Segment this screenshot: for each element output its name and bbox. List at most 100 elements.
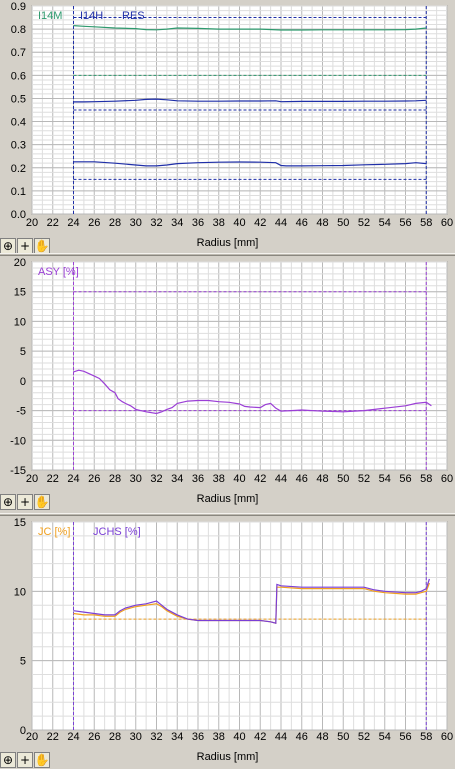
y-tick-label: 10: [14, 316, 26, 328]
hand-icon[interactable]: ✋: [34, 494, 50, 510]
series-line: [73, 25, 427, 31]
hand-icon[interactable]: ✋: [34, 752, 50, 768]
x-tick-label: 58: [420, 217, 432, 229]
y-tick-label: 0.7: [11, 47, 26, 59]
y-tick-label: 0: [20, 725, 26, 737]
x-tick-label: 26: [88, 473, 100, 485]
y-tick-label: -10: [10, 435, 26, 447]
x-tick-label: 44: [275, 217, 287, 229]
x-tick-label: 26: [88, 217, 100, 229]
panel-separator-2[interactable]: [0, 513, 455, 516]
chart-3-xlabel: Radius [mm]: [196, 751, 259, 763]
x-tick-label: 30: [130, 217, 142, 229]
y-tick-label: 0.5: [11, 93, 26, 105]
y-tick-label: 0.8: [11, 24, 26, 36]
x-tick-label: 30: [130, 473, 142, 485]
series-line: [73, 369, 432, 415]
x-tick-label: 42: [254, 731, 266, 743]
x-tick-label: 50: [337, 473, 349, 485]
x-tick-label: 28: [109, 731, 121, 743]
x-tick-label: 54: [379, 473, 391, 485]
x-tick-label: 52: [358, 473, 370, 485]
x-tick-label: 60: [441, 217, 453, 229]
chart-3-svg[interactable]: 0 5 10 15 20 22 24 26 28 30 32 34 36 38 40 42 44 46 48 50 52…: [0, 516, 455, 750]
x-tick-label: 52: [358, 731, 370, 743]
hand-icon[interactable]: ✋: [34, 238, 50, 254]
x-tick-label: 32: [150, 217, 162, 229]
y-tick-label: -15: [10, 465, 26, 477]
x-tick-label: 36: [192, 217, 204, 229]
x-tick-label: 56: [399, 473, 411, 485]
y-tick-label: 0.3: [11, 140, 26, 152]
y-tick-label: 0.0: [11, 209, 26, 221]
x-tick-label: 38: [213, 217, 225, 229]
x-tick-label: 22: [47, 217, 59, 229]
x-tick-label: 22: [47, 473, 59, 485]
x-tick-label: 46: [296, 473, 308, 485]
chart-1-xlabel: Radius [mm]: [196, 237, 259, 249]
y-tick-label: 15: [14, 287, 26, 299]
x-tick-label: 50: [337, 731, 349, 743]
chart-panel-3: 0 5 10 15 20 22 24 26 28 30 32 34 36 38 40 42 44 46 48 50 52…: [0, 516, 455, 769]
legend-label: JC [%]: [38, 526, 70, 538]
x-tick-label: 60: [441, 731, 453, 743]
x-tick-label: 24: [67, 473, 79, 485]
series-line: [73, 161, 427, 167]
x-tick-label: 36: [192, 473, 204, 485]
zoom-icon[interactable]: ⊕: [0, 752, 16, 768]
x-tick-label: 40: [233, 217, 245, 229]
x-tick-label: 28: [109, 473, 121, 485]
y-tick-label: 15: [14, 517, 26, 529]
x-tick-label: 44: [275, 473, 287, 485]
x-tick-label: 28: [109, 217, 121, 229]
panel-separator-1[interactable]: [0, 253, 455, 256]
chart-panel-2: -15 -10 -5 0 5 10 15 20 20 22 24 26 28 30 32 34 36 38 40 42…: [0, 256, 455, 514]
y-tick-label: 0.6: [11, 70, 26, 82]
y-tick-label: 0.9: [11, 1, 26, 13]
x-tick-label: 22: [47, 731, 59, 743]
x-tick-label: 46: [296, 731, 308, 743]
x-tick-label: 46: [296, 217, 308, 229]
x-tick-label: 60: [441, 473, 453, 485]
x-tick-label: 32: [150, 731, 162, 743]
legend-label: I14H: [80, 10, 103, 22]
x-tick-label: 48: [316, 217, 328, 229]
x-tick-label: 50: [337, 217, 349, 229]
y-tick-label: 5: [20, 346, 26, 358]
chart-2-svg[interactable]: -15 -10 -5 0 5 10 15 20 20 22 24 26 28 30 32 34 36 38 40 42…: [0, 256, 455, 493]
x-tick-label: 58: [420, 473, 432, 485]
x-tick-label: 48: [316, 731, 328, 743]
series-line: [73, 578, 430, 624]
y-tick-label: 0.1: [11, 186, 26, 198]
y-tick-label: 5: [20, 656, 26, 668]
x-tick-label: 56: [399, 217, 411, 229]
x-tick-label: 34: [171, 217, 183, 229]
y-tick-label: 20: [14, 257, 26, 269]
x-tick-label: 32: [150, 473, 162, 485]
chart-3-toolbar: ⊕ + ✋: [0, 751, 51, 769]
crosshair-icon[interactable]: +: [17, 752, 33, 768]
x-tick-label: 48: [316, 473, 328, 485]
legend-label: ASY [%]: [38, 266, 79, 278]
crosshair-icon[interactable]: +: [17, 494, 33, 510]
x-tick-label: 24: [67, 731, 79, 743]
x-tick-label: 58: [420, 731, 432, 743]
x-tick-label: 26: [88, 731, 100, 743]
x-tick-label: 30: [130, 731, 142, 743]
x-tick-label: 42: [254, 217, 266, 229]
legend-label: I14M: [38, 10, 62, 22]
y-tick-label: 10: [14, 586, 26, 598]
y-tick-label: 0.4: [11, 117, 26, 129]
x-tick-label: 56: [399, 731, 411, 743]
y-tick-label: 0: [20, 376, 26, 388]
chart-1-svg[interactable]: 0.0 0.1 0.2 0.3 0.4 0.5 0.6 0.7 0.8 0.9 20 22 24 26 28…: [0, 0, 455, 236]
zoom-icon[interactable]: ⊕: [0, 494, 16, 510]
x-tick-label: 34: [171, 473, 183, 485]
x-tick-label: 54: [379, 731, 391, 743]
chart-panel-1: 0.0 0.1 0.2 0.3 0.4 0.5 0.6 0.7 0.8 0.9 20 22 24 26 28…: [0, 0, 455, 254]
x-tick-label: 54: [379, 217, 391, 229]
x-tick-label: 38: [213, 473, 225, 485]
x-tick-label: 20: [26, 217, 38, 229]
x-tick-label: 20: [26, 473, 38, 485]
chart-2-xlabel: Radius [mm]: [196, 493, 259, 505]
